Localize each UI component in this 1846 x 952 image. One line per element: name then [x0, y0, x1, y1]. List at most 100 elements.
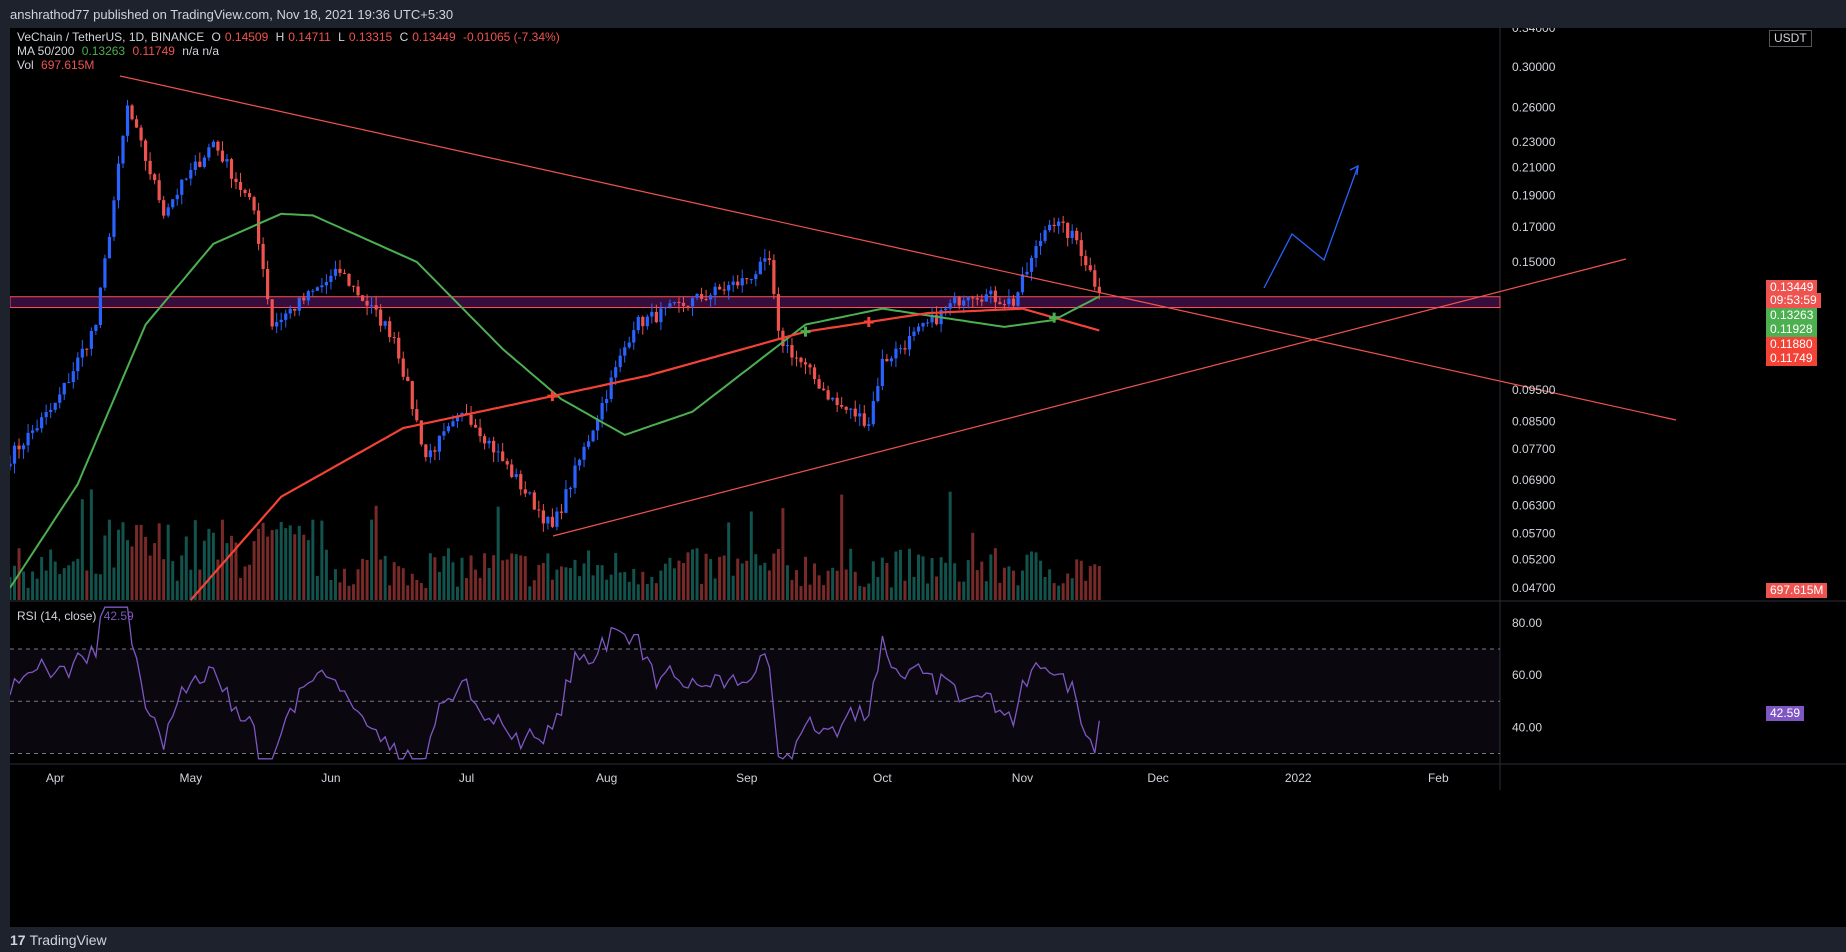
candle-body — [591, 430, 595, 442]
volume-bar — [541, 562, 545, 600]
ma-label[interactable]: MA 50/200 — [17, 44, 75, 58]
volume-bar — [1016, 585, 1020, 600]
candle-body — [1052, 224, 1056, 227]
volume-bar — [139, 524, 143, 600]
volume-bar — [184, 536, 188, 600]
candle-body — [1029, 257, 1034, 272]
volume-bar — [392, 562, 396, 600]
candle-body — [374, 305, 378, 310]
time-tick-label: Jul — [459, 771, 474, 785]
volume-bar — [153, 543, 157, 600]
volume-bar — [135, 524, 139, 600]
candle-body — [112, 200, 116, 237]
tradingview-logo[interactable]: 17 TradingView — [10, 932, 107, 948]
candle-body — [803, 362, 808, 365]
time-tick-label: May — [179, 771, 202, 785]
volume-bar — [1048, 569, 1052, 600]
volume-bar — [112, 567, 116, 600]
volume-bar — [980, 561, 984, 600]
volume-bar — [401, 568, 405, 600]
volume-bar — [596, 565, 600, 600]
candle-body — [216, 141, 220, 151]
candle-body — [812, 367, 817, 380]
projection-path — [1263, 165, 1359, 289]
volume-bar — [175, 580, 179, 600]
rsi-label[interactable]: RSI (14, close) — [17, 609, 97, 623]
vol-label[interactable]: Vol — [17, 58, 34, 72]
time-tick-label: Nov — [1012, 771, 1033, 785]
volume-bar — [347, 585, 351, 600]
candle-body — [189, 169, 193, 179]
candle-body — [442, 431, 446, 436]
volume-bar — [573, 559, 577, 600]
symbol-title[interactable]: VeChain / TetherUS, 1D, BINANCE — [17, 30, 205, 44]
candle-body — [428, 450, 432, 458]
volume-bar — [587, 550, 591, 600]
volume-bar — [953, 563, 957, 600]
price-tick-label: 0.05200 — [1512, 552, 1556, 566]
candle-body — [451, 421, 455, 427]
rsi-tick-label: 60.00 — [1512, 668, 1542, 682]
price-tick-label: 0.30000 — [1512, 60, 1556, 74]
price-tick-label: 0.06900 — [1512, 473, 1556, 487]
volume-bar — [370, 519, 374, 600]
volume-bar — [383, 555, 387, 600]
death-cross-marker — [863, 317, 874, 328]
volume-badge: 697.615M — [1766, 583, 1828, 598]
volume-bar — [306, 540, 310, 600]
volume-bar — [361, 558, 365, 600]
candle-body — [98, 287, 102, 326]
volume-bar — [397, 566, 401, 600]
volume-bar — [600, 565, 604, 600]
chart-area[interactable]: 0.30000 0.26000 0.23000 0.21000 0.19000 0.170… — [10, 28, 1846, 927]
candle-body — [379, 309, 383, 326]
volume-bar — [858, 585, 862, 600]
volume-bar — [763, 562, 767, 600]
volume-bar — [424, 587, 428, 600]
currency-badge[interactable]: USDT — [1769, 30, 1812, 47]
volume-bar — [632, 568, 636, 600]
volume-bar — [388, 585, 392, 600]
volume-bar — [352, 584, 356, 600]
price-chart-svg[interactable]: 0.30000 0.26000 0.23000 0.21000 0.19000 0.170… — [10, 28, 1846, 927]
volume-bar — [1079, 560, 1083, 600]
candle-body — [722, 289, 726, 291]
candle-body — [785, 345, 790, 347]
volume-bar — [993, 548, 997, 600]
volume-bar — [474, 569, 478, 600]
candle-body — [559, 511, 564, 513]
candle-body — [577, 459, 582, 466]
candle-body — [745, 278, 749, 280]
candle-body — [257, 210, 261, 244]
rsi-badge: 42.59 — [1766, 706, 1805, 721]
volume-bar — [700, 583, 704, 600]
volume-bar — [243, 566, 247, 600]
candle-body — [392, 337, 396, 339]
candle-body — [247, 193, 252, 198]
candle-body — [1038, 240, 1043, 247]
candle-body — [478, 427, 482, 437]
candle-body — [1025, 271, 1029, 275]
volume-bar — [813, 563, 817, 600]
candle-body — [166, 207, 170, 216]
volume-bar — [989, 554, 993, 600]
candle-body — [817, 379, 821, 389]
volume-bar — [252, 541, 256, 600]
candle-body — [10, 463, 12, 467]
candle-body — [49, 409, 53, 413]
volume-bar — [745, 560, 749, 600]
volume-bar — [1025, 554, 1029, 600]
volume-bar — [641, 571, 645, 600]
volume-bar — [442, 556, 446, 600]
candle-body — [867, 424, 871, 426]
volume-bar — [926, 583, 930, 600]
candle-body — [496, 451, 500, 453]
ohlc-open: O 0.14509 — [211, 30, 269, 44]
volume-bar — [903, 580, 907, 600]
volume-bar — [107, 519, 111, 600]
volume-bar — [948, 491, 952, 600]
volume-bar — [718, 556, 722, 600]
candle-body — [831, 397, 835, 400]
volume-bar — [198, 569, 202, 600]
volume-bar — [1057, 585, 1061, 600]
